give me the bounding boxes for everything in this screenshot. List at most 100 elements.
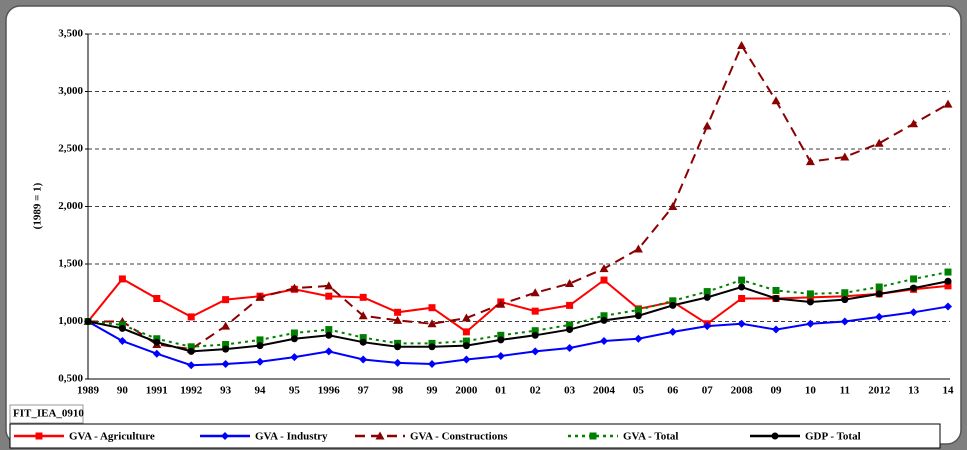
series-line (87, 277, 949, 334)
data-point (565, 279, 575, 288)
data-point (875, 290, 883, 298)
data-point (427, 319, 437, 328)
data-point (944, 302, 952, 311)
data-point (222, 296, 230, 304)
note-box (9, 404, 84, 424)
legend-marker (221, 432, 229, 440)
data-point (496, 299, 506, 308)
data-point (84, 318, 92, 325)
data-point (187, 313, 195, 321)
data-point (531, 307, 539, 315)
data-point (394, 308, 402, 316)
data-point (737, 41, 747, 49)
x-tick-label: 1992 (180, 385, 203, 397)
x-tick-label: 93 (220, 385, 232, 397)
x-tick-label: 99 (427, 385, 439, 397)
data-point (600, 276, 608, 284)
y-tick-label: 2,500 (58, 143, 83, 155)
data-point (325, 331, 333, 339)
data-point (118, 275, 126, 283)
data-point (462, 337, 470, 345)
data-point (221, 321, 231, 330)
data-point (909, 308, 918, 317)
data-point (462, 328, 470, 336)
x-tick-label: 14 (943, 385, 955, 397)
data-point (566, 326, 574, 334)
x-tick-label: 1989 (77, 385, 100, 397)
x-tick-label: 01 (495, 385, 506, 397)
y-axis-label: (1989 = 1) (32, 182, 44, 229)
data-point (634, 306, 642, 314)
data-point (943, 99, 953, 108)
legend-label: GVA - Total (623, 431, 678, 443)
data-point (256, 342, 264, 350)
data-point (428, 360, 436, 369)
data-point (324, 281, 334, 290)
data-point (909, 119, 919, 128)
data-point (461, 313, 471, 322)
data-point (738, 276, 746, 284)
legend-label: GDP - Total (805, 431, 861, 443)
data-point (531, 347, 540, 356)
data-point (944, 277, 952, 285)
data-point (428, 343, 436, 351)
data-point (256, 336, 264, 344)
series-line (88, 43, 949, 351)
data-point (875, 283, 883, 291)
data-point (222, 345, 230, 353)
data-point (566, 301, 574, 309)
legend-label: GVA - Constructions (410, 431, 508, 443)
y-tick-label: 3,000 (58, 85, 83, 97)
y-tick-label: 3,500 (58, 28, 83, 40)
series-line (87, 305, 949, 367)
data-point (806, 319, 815, 328)
data-point (772, 295, 780, 302)
data-point (910, 284, 918, 292)
x-tick-label: 1996 (318, 385, 341, 397)
data-point (703, 322, 712, 331)
data-point (221, 360, 230, 369)
data-point (324, 347, 333, 356)
x-tick-label: 1991 (146, 385, 168, 397)
data-point (152, 349, 161, 358)
x-tick-label: 02 (530, 385, 542, 397)
data-point (153, 338, 161, 346)
series-line (87, 280, 949, 353)
data-point (599, 264, 609, 273)
data-point (187, 361, 196, 370)
x-tick-label: 90 (117, 385, 129, 397)
data-point (772, 286, 780, 294)
series-line (87, 271, 949, 348)
x-tick-label: 07 (702, 385, 714, 397)
x-tick-label: 97 (358, 385, 370, 397)
x-tick-label: 06 (667, 385, 679, 397)
data-point (634, 334, 643, 343)
data-point (668, 327, 677, 336)
data-point (840, 317, 849, 326)
legend-label: GVA - Agriculture (69, 431, 155, 443)
data-point (840, 152, 850, 161)
y-tick-label: 2,000 (58, 200, 83, 212)
x-tick-label: 09 (771, 385, 783, 397)
x-tick-label: 11 (840, 385, 850, 397)
data-point (806, 290, 814, 298)
data-point (633, 244, 643, 253)
data-point (566, 321, 574, 329)
x-tick-label: 2012 (868, 385, 891, 397)
data-point (462, 342, 470, 350)
y-tick-label: 1,500 (58, 258, 83, 270)
x-tick-label: 98 (392, 385, 404, 397)
data-point (393, 358, 402, 367)
data-point (702, 121, 712, 130)
data-point (428, 304, 436, 312)
data-point (944, 268, 952, 276)
data-point (325, 292, 333, 300)
data-point (290, 335, 298, 343)
data-point (600, 316, 608, 324)
data-point (359, 355, 368, 364)
data-point (737, 319, 746, 328)
data-point (118, 324, 126, 332)
x-tick-label: 2004 (593, 385, 616, 397)
y-tick-label: 0,500 (58, 373, 83, 385)
